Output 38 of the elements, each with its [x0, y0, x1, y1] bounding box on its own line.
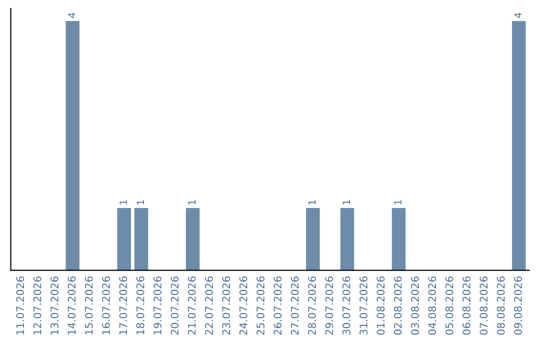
x-tick-label: 01.08.2026	[376, 276, 385, 335]
x-tick-label: 29.07.2026	[325, 276, 334, 335]
x-tick-label: 21.07.2026	[188, 276, 196, 335]
x-tick-label: 13.07.2026	[50, 276, 58, 334]
x-tick-label: 11.07.2026	[16, 276, 24, 334]
x-tick-label: 15.07.2026	[84, 276, 93, 334]
x-tick-label: 28.07.2026	[308, 276, 316, 335]
x-tick-label: 09.08.2026	[514, 276, 522, 335]
data-label: 1	[188, 200, 196, 204]
x-tick-label: 17.07.2026	[119, 276, 128, 334]
data-label: 1	[120, 200, 127, 204]
x-tick-label: 12.07.2026	[33, 276, 42, 334]
x-tick-label: 31.07.2026	[360, 276, 368, 335]
data-label: 1	[136, 200, 144, 204]
x-tick-label: 03.08.2026	[411, 276, 419, 335]
x-tick-label: 19.07.2026	[154, 276, 162, 334]
x-tick-label: 27.07.2026	[290, 276, 299, 335]
x-tick-label: 16.07.2026	[102, 276, 110, 334]
x-tick-label: 26.07.2026	[274, 276, 282, 335]
x-tick-label: 24.07.2026	[239, 276, 248, 335]
data-label: 1	[394, 200, 402, 204]
x-tick-label: 14.07.2026	[68, 276, 76, 334]
x-tick-label: 23.07.2026	[222, 276, 230, 335]
x-tick-label: 30.07.2026	[342, 276, 350, 335]
x-tick-label: 07.08.2026	[480, 276, 488, 335]
data-label: 4	[514, 12, 522, 18]
data-label: 1	[308, 200, 316, 204]
x-tick-label: 20.07.2026	[170, 276, 179, 335]
data-label: 4	[68, 12, 76, 18]
x-tick-label: 18.07.2026	[136, 276, 144, 334]
x-tick-label: 05.08.2026	[445, 276, 454, 335]
x-tick-label: 04.08.2026	[428, 276, 436, 335]
x-tick-label: 06.08.2026	[462, 276, 470, 335]
x-tick-label: 02.08.2026	[394, 276, 402, 335]
x-tick-label: 08.08.2026	[496, 276, 505, 335]
x-tick-label: 22.07.2026	[205, 276, 213, 335]
x-tick-label: 25.07.2026	[256, 276, 264, 335]
data-label: 1	[342, 200, 350, 204]
